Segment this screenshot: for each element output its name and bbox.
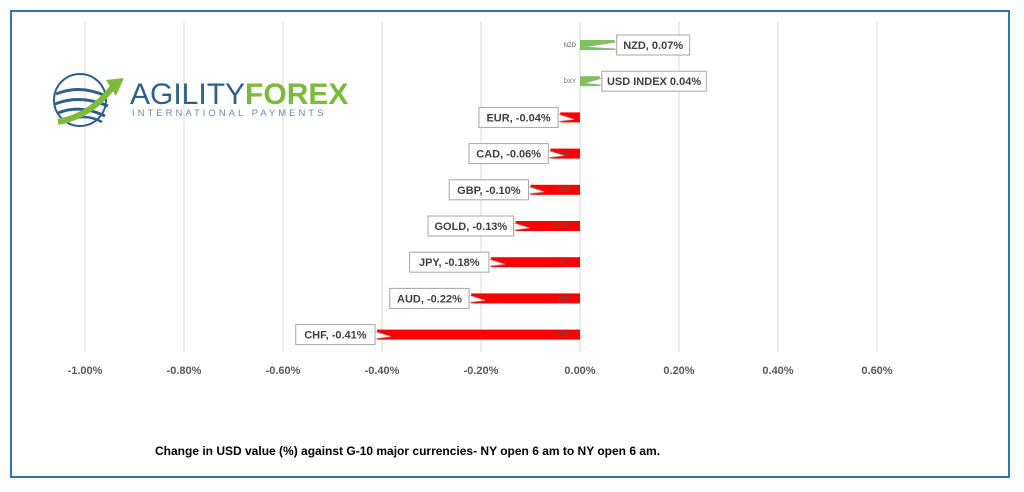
data-label: USD INDEX 0.04% <box>607 76 701 88</box>
agility-forex-logo: AGILITYFOREX INTERNATIONAL PAYMENTS <box>50 66 348 136</box>
x-tick-label: 0.20% <box>663 365 694 377</box>
globe-arrow-icon <box>53 73 124 127</box>
x-tick-label: 0.60% <box>861 365 892 377</box>
logo-wordmark: AGILITYFOREX <box>130 78 349 111</box>
data-label-pointer <box>528 186 545 195</box>
logo-tagline: INTERNATIONAL PAYMENTS <box>132 108 327 119</box>
category-label: CAD <box>557 152 570 158</box>
bar-aud <box>471 293 580 304</box>
data-label: CHF, -0.41% <box>304 330 367 342</box>
category-label: NZD <box>564 43 577 49</box>
data-label-pointer <box>557 113 575 122</box>
data-label-pointer <box>547 150 565 159</box>
bar-cad <box>550 148 580 159</box>
bar-chf <box>377 329 580 340</box>
data-label-pointer <box>583 41 618 50</box>
category-label: GOLD <box>553 224 571 230</box>
x-tick-label: -0.40% <box>365 365 400 377</box>
x-tick-label: -0.20% <box>464 365 499 377</box>
category-label: CHF <box>558 333 571 339</box>
data-label: NZD, 0.07% <box>623 40 683 52</box>
chart-caption: Change in USD value (%) against G-10 maj… <box>155 444 661 458</box>
data-label: AUD, -0.22% <box>397 293 462 305</box>
data-label-pointer <box>488 258 506 267</box>
data-label-pointer <box>468 294 486 303</box>
chart-frame <box>10 10 1010 478</box>
data-label: GOLD, -0.13% <box>434 221 507 233</box>
data-label: GBP, -0.10% <box>457 185 521 197</box>
data-label: JPY, -0.18% <box>419 257 480 269</box>
category-label: JPY <box>559 260 570 266</box>
category-label: AUD <box>557 296 570 302</box>
data-label-pointer <box>513 222 530 231</box>
x-tick-label: -0.80% <box>167 365 202 377</box>
bar-jpy <box>490 257 580 268</box>
bar-gbp <box>530 184 580 195</box>
x-tick-label: -0.60% <box>266 365 301 377</box>
data-label-pointer <box>374 331 392 340</box>
x-tick-label: -1.00% <box>68 365 103 377</box>
bar-gold <box>515 221 580 231</box>
data-label: CAD, -0.06% <box>476 149 541 161</box>
bar-eur <box>560 112 580 123</box>
data-label: EUR, -0.04% <box>486 112 550 124</box>
data-label-pointer <box>583 77 603 86</box>
x-tick-label: 0.40% <box>762 365 793 377</box>
x-tick-label: 0.00% <box>564 365 595 377</box>
category-label: GBP <box>557 188 570 194</box>
category-label: DXY <box>564 79 576 85</box>
